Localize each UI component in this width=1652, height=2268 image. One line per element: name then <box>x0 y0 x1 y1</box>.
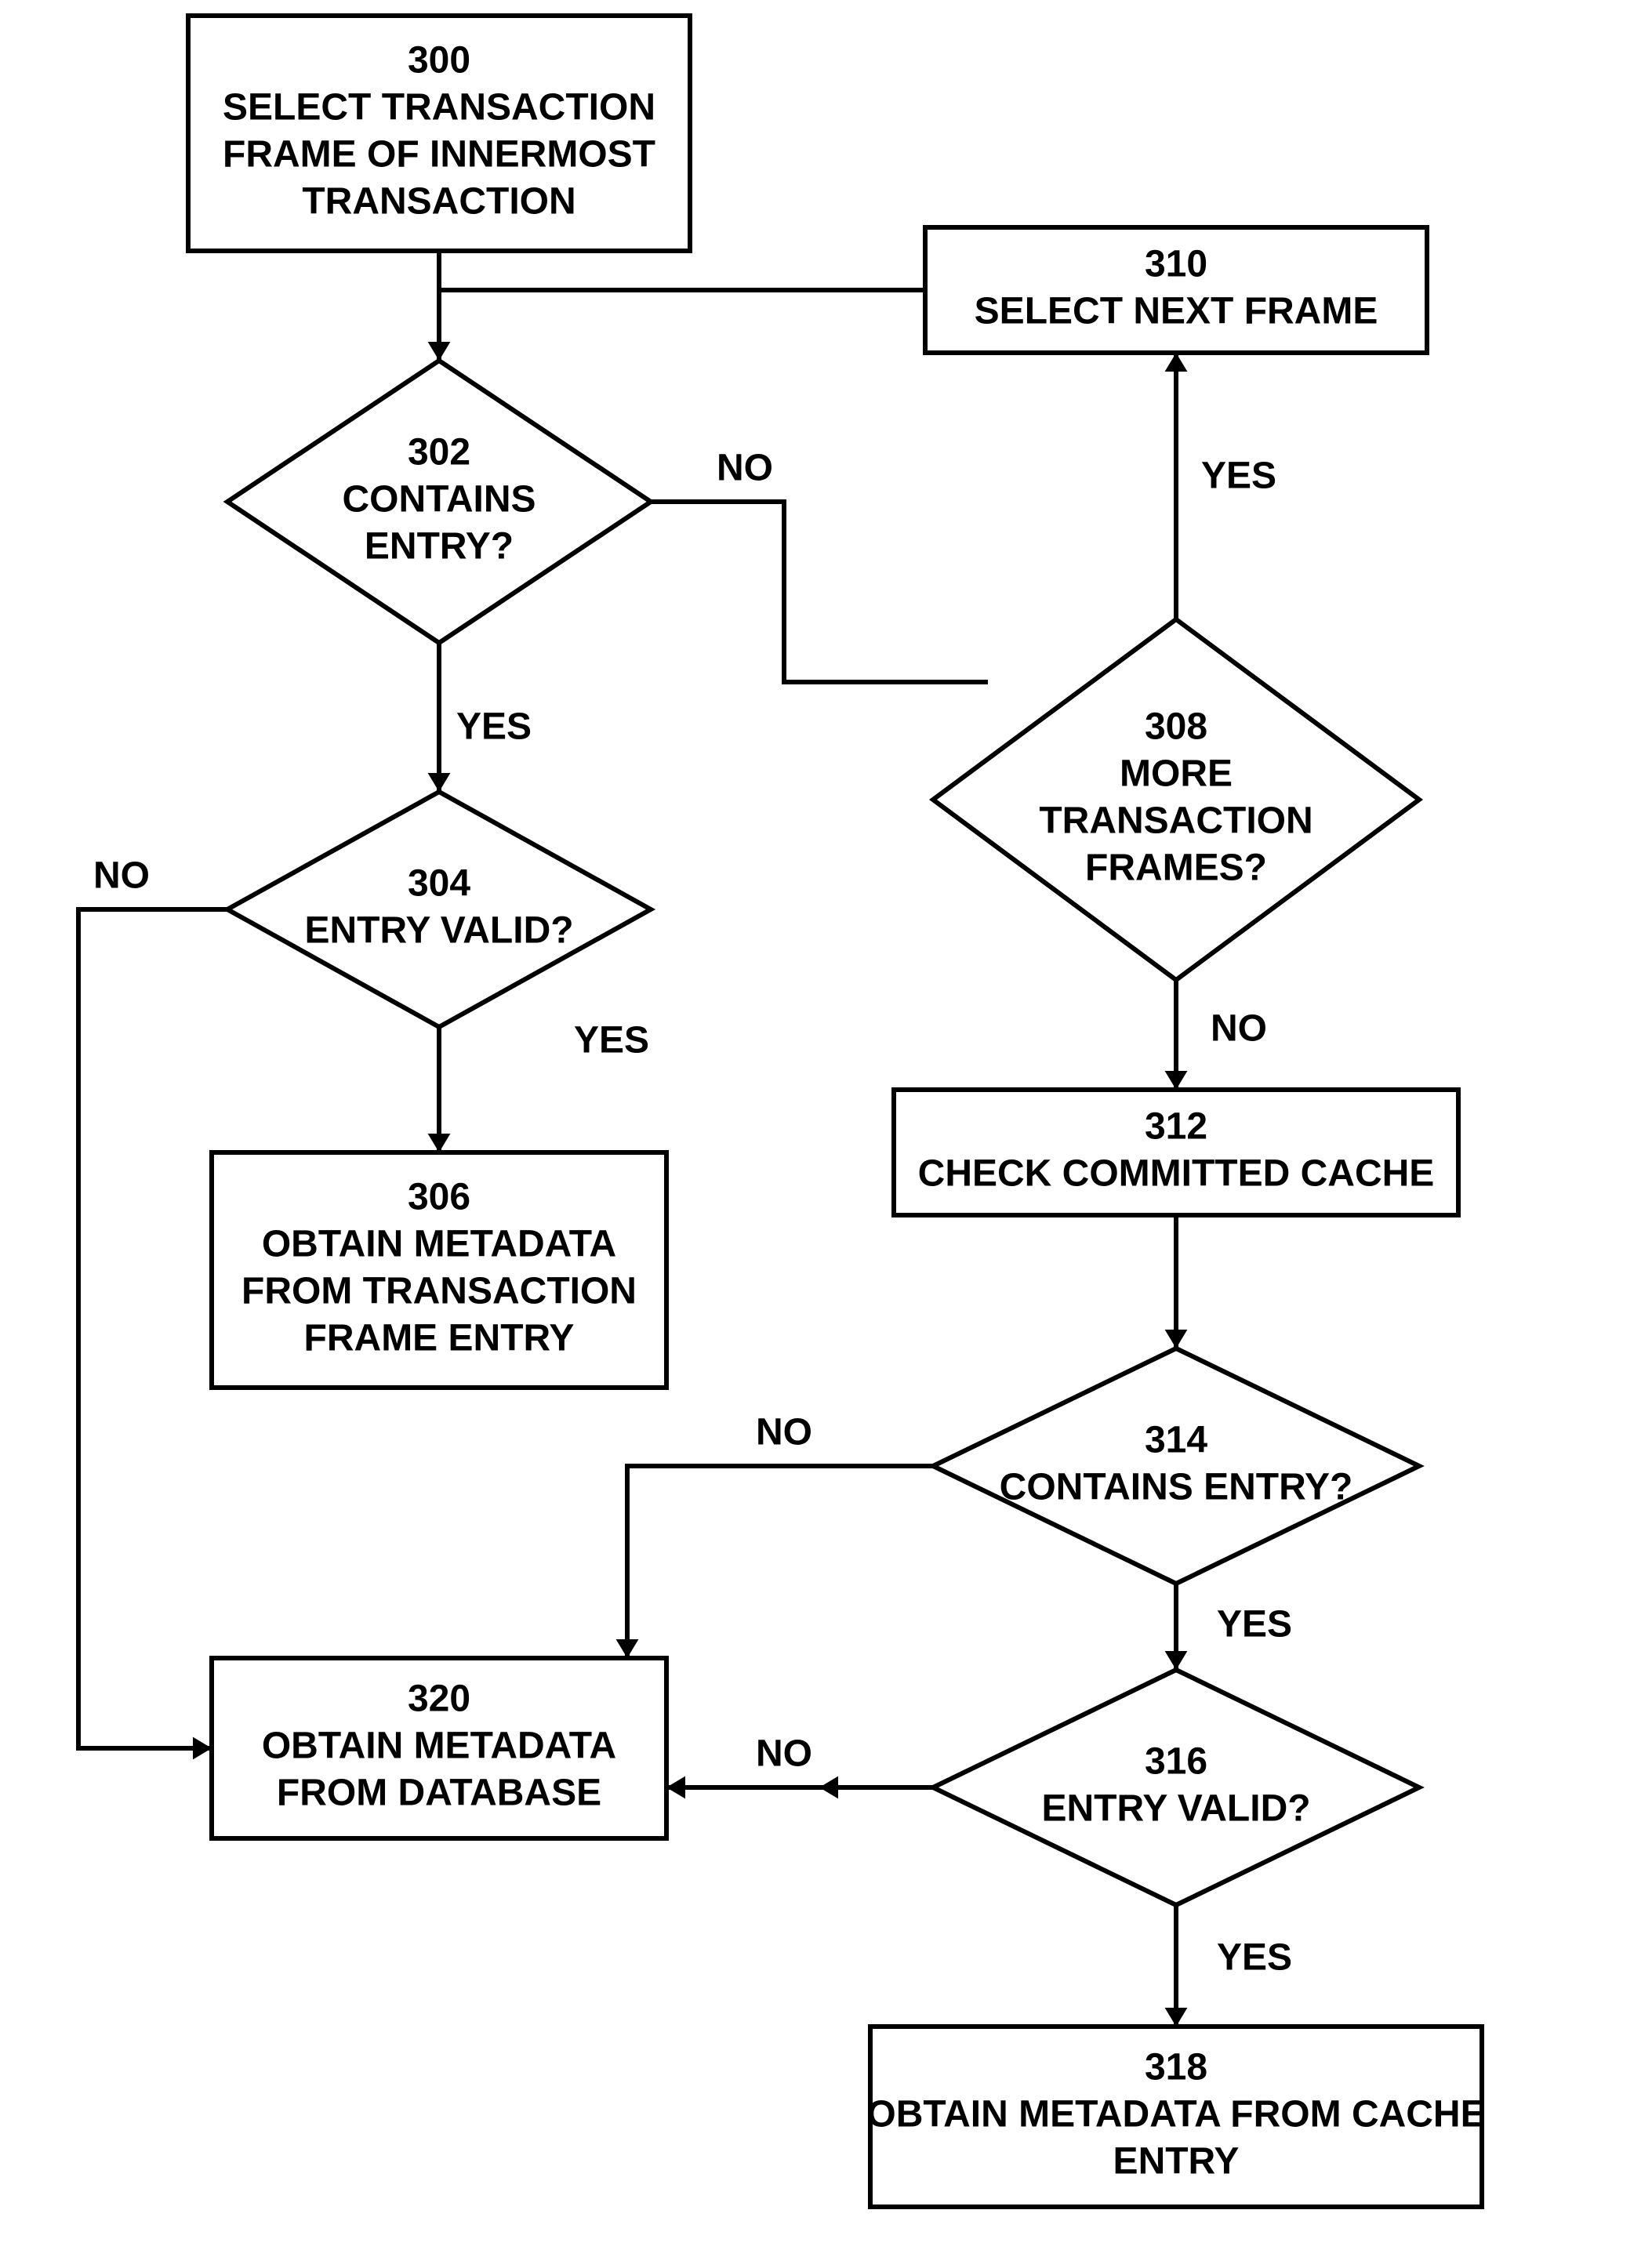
svg-text:ENTRY VALID?: ENTRY VALID? <box>1041 1788 1310 1830</box>
svg-text:310: 310 <box>1145 244 1207 285</box>
svg-text:CHECK COMMITTED CACHE: CHECK COMMITTED CACHE <box>918 1153 1435 1195</box>
svg-text:FROM TRANSACTION: FROM TRANSACTION <box>241 1271 637 1312</box>
svg-text:CONTAINS: CONTAINS <box>342 479 536 521</box>
svg-text:TRANSACTION: TRANSACTION <box>1039 800 1313 842</box>
svg-text:NO: NO <box>756 1733 812 1775</box>
svg-text:314: 314 <box>1145 1420 1207 1461</box>
svg-text:OBTAIN METADATA FROM CACHE: OBTAIN METADATA FROM CACHE <box>866 2094 1485 2136</box>
svg-text:302: 302 <box>408 432 470 474</box>
svg-text:NO: NO <box>1211 1008 1267 1050</box>
svg-text:TRANSACTION: TRANSACTION <box>302 181 575 223</box>
svg-text:MORE: MORE <box>1120 753 1233 795</box>
svg-text:NO: NO <box>717 448 773 489</box>
svg-text:304: 304 <box>408 863 470 905</box>
svg-text:SELECT NEXT FRAME: SELECT NEXT FRAME <box>975 291 1378 332</box>
svg-text:OBTAIN METADATA: OBTAIN METADATA <box>262 1224 616 1265</box>
svg-text:OBTAIN METADATA: OBTAIN METADATA <box>262 1725 616 1767</box>
svg-text:CONTAINS ENTRY?: CONTAINS ENTRY? <box>1000 1467 1353 1508</box>
svg-text:YES: YES <box>574 1020 649 1061</box>
svg-text:FRAME OF INNERMOST: FRAME OF INNERMOST <box>223 134 655 176</box>
svg-text:308: 308 <box>1145 706 1207 748</box>
svg-text:SELECT TRANSACTION: SELECT TRANSACTION <box>223 87 655 129</box>
svg-text:ENTRY: ENTRY <box>1113 2141 1240 2183</box>
svg-text:FRAME ENTRY: FRAME ENTRY <box>304 1318 575 1359</box>
svg-text:FROM DATABASE: FROM DATABASE <box>277 1773 601 1814</box>
svg-text:YES: YES <box>456 706 532 748</box>
svg-text:YES: YES <box>1201 455 1276 497</box>
svg-text:NO: NO <box>93 855 150 897</box>
svg-text:FRAMES?: FRAMES? <box>1085 847 1267 889</box>
svg-text:YES: YES <box>1217 1937 1292 1979</box>
svg-text:ENTRY?: ENTRY? <box>365 526 514 568</box>
svg-text:320: 320 <box>408 1678 470 1720</box>
svg-text:YES: YES <box>1217 1604 1292 1646</box>
svg-text:306: 306 <box>408 1177 470 1218</box>
svg-text:318: 318 <box>1145 2047 1207 2088</box>
svg-text:300: 300 <box>408 40 470 82</box>
svg-text:312: 312 <box>1145 1106 1207 1148</box>
svg-text:NO: NO <box>756 1412 812 1453</box>
svg-text:ENTRY VALID?: ENTRY VALID? <box>304 910 573 952</box>
svg-text:316: 316 <box>1145 1741 1207 1783</box>
